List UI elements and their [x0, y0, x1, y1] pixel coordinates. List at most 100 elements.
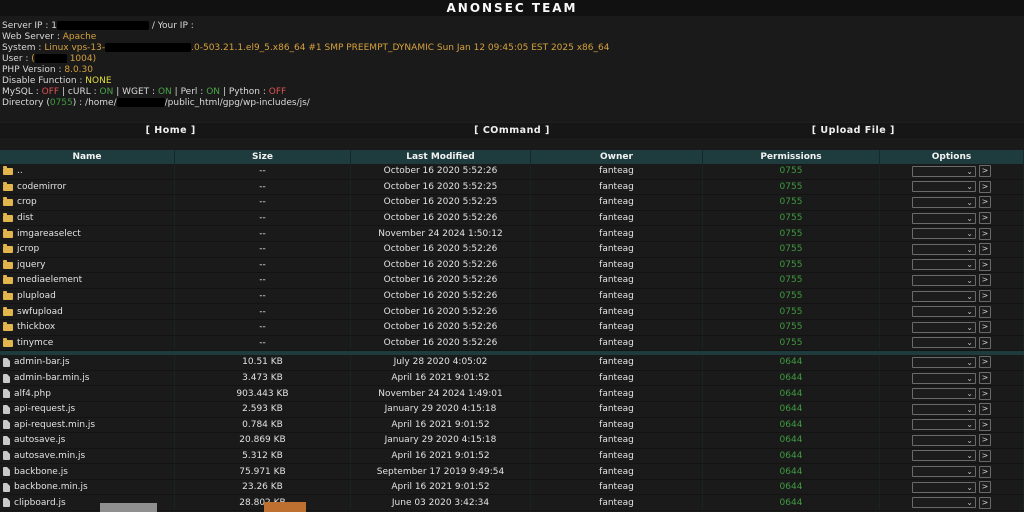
nav-upload-file-link[interactable]: [ Upload File ] [811, 124, 895, 136]
entry-permissions[interactable]: 0644 [703, 370, 880, 386]
name-cell[interactable]: backbone.min.js [0, 479, 175, 495]
options-select[interactable]: ⌄ [912, 165, 976, 177]
options-go-button[interactable]: > [979, 227, 991, 240]
column-header-size[interactable]: Size [175, 150, 351, 164]
name-cell[interactable]: crop [0, 195, 175, 210]
options-go-button[interactable]: > [979, 290, 991, 303]
options-go-button[interactable]: > [979, 449, 991, 462]
entry-permissions[interactable]: 0644 [703, 355, 880, 370]
entry-permissions[interactable]: 0755 [703, 288, 880, 304]
options-select[interactable]: ⌄ [912, 306, 976, 318]
column-header-options[interactable]: Options [880, 150, 1024, 164]
name-cell[interactable]: jcrop [0, 241, 175, 257]
entry-permissions[interactable]: 0644 [703, 464, 880, 479]
entry-permissions[interactable]: 0644 [703, 401, 880, 417]
name-cell[interactable]: mediaelement [0, 273, 175, 288]
options-select[interactable]: ⌄ [912, 497, 976, 509]
name-cell[interactable]: api-request.min.js [0, 417, 175, 433]
entry-name[interactable]: thickbox [17, 322, 56, 333]
entry-name[interactable]: .. [17, 166, 23, 177]
entry-permissions[interactable]: 0644 [703, 386, 880, 401]
nav-home-link[interactable]: [ Home ] [145, 124, 196, 136]
options-go-button[interactable]: > [979, 180, 991, 193]
options-select[interactable]: ⌄ [912, 181, 976, 193]
entry-name[interactable]: tinymce [17, 337, 54, 348]
entry-permissions[interactable]: 0755 [703, 319, 880, 335]
options-go-button[interactable]: > [979, 165, 991, 178]
entry-permissions[interactable]: 0644 [703, 448, 880, 464]
entry-name[interactable]: autosave.min.js [14, 450, 86, 461]
options-select[interactable]: ⌄ [912, 337, 976, 349]
entry-name[interactable]: backbone.js [14, 466, 68, 477]
name-cell[interactable]: imgareaselect [0, 226, 175, 241]
entry-permissions[interactable]: 0644 [703, 479, 880, 495]
entry-permissions[interactable]: 0755 [703, 164, 880, 179]
name-cell[interactable]: clipboard.js [0, 495, 175, 511]
entry-permissions[interactable]: 0644 [703, 417, 880, 433]
name-cell[interactable]: alf4.php [0, 386, 175, 401]
entry-permissions[interactable]: 0644 [703, 495, 880, 511]
options-go-button[interactable]: > [979, 403, 991, 416]
entry-name[interactable]: admin-bar.min.js [14, 373, 90, 384]
options-select[interactable]: ⌄ [912, 321, 976, 333]
name-cell[interactable]: dist [0, 210, 175, 226]
options-select[interactable]: ⌄ [912, 196, 976, 208]
name-cell[interactable]: thickbox [0, 319, 175, 335]
options-select[interactable]: ⌄ [912, 259, 976, 271]
options-select[interactable]: ⌄ [912, 290, 976, 302]
options-select[interactable]: ⌄ [912, 419, 976, 431]
entry-permissions[interactable]: 0755 [703, 195, 880, 210]
options-go-button[interactable]: > [979, 336, 991, 349]
options-select[interactable]: ⌄ [912, 274, 976, 286]
entry-name[interactable]: api-request.min.js [14, 419, 96, 430]
options-go-button[interactable]: > [979, 212, 991, 225]
name-cell[interactable]: plupload [0, 288, 175, 304]
name-cell[interactable]: admin-bar.js [0, 355, 175, 370]
entry-permissions[interactable]: 0755 [703, 257, 880, 273]
entry-name[interactable]: clipboard.js [14, 497, 66, 508]
options-go-button[interactable]: > [979, 496, 991, 509]
name-cell[interactable]: swfupload [0, 304, 175, 319]
name-cell[interactable]: api-request.js [0, 401, 175, 417]
options-select[interactable]: ⌄ [912, 434, 976, 446]
entry-name[interactable]: dist [17, 213, 34, 224]
entry-name[interactable]: jcrop [17, 244, 40, 255]
entry-name[interactable]: swfupload [17, 306, 63, 317]
entry-name[interactable]: autosave.js [14, 435, 66, 446]
entry-name[interactable]: mediaelement [17, 275, 83, 286]
options-go-button[interactable]: > [979, 481, 991, 494]
entry-name[interactable]: api-request.js [14, 404, 76, 415]
entry-permissions[interactable]: 0755 [703, 273, 880, 288]
options-select[interactable]: ⌄ [912, 403, 976, 415]
options-go-button[interactable]: > [979, 196, 991, 209]
options-go-button[interactable]: > [979, 465, 991, 478]
options-go-button[interactable]: > [979, 372, 991, 385]
entry-name[interactable]: jquery [17, 259, 46, 270]
options-select[interactable]: ⌄ [912, 388, 976, 400]
options-go-button[interactable]: > [979, 387, 991, 400]
entry-name[interactable]: backbone.min.js [14, 482, 88, 493]
entry-permissions[interactable]: 0755 [703, 335, 880, 351]
entry-name[interactable]: imgareaselect [17, 228, 81, 239]
options-go-button[interactable]: > [979, 274, 991, 287]
name-cell[interactable]: autosave.js [0, 433, 175, 448]
directory-path-prefix[interactable]: /home/ [85, 98, 117, 108]
name-cell[interactable]: backbone.js [0, 464, 175, 479]
entry-permissions[interactable]: 0644 [703, 433, 880, 448]
entry-permissions[interactable]: 0755 [703, 241, 880, 257]
options-go-button[interactable]: > [979, 418, 991, 431]
entry-name[interactable]: alf4.php [14, 388, 51, 399]
name-cell[interactable]: codemirror [0, 179, 175, 195]
nav-command-link[interactable]: [ COmmand ] [474, 124, 550, 136]
options-select[interactable]: ⌄ [912, 450, 976, 462]
name-cell[interactable]: jquery [0, 257, 175, 273]
entry-name[interactable]: codemirror [17, 181, 67, 192]
options-select[interactable]: ⌄ [912, 481, 976, 493]
entry-permissions[interactable]: 0755 [703, 179, 880, 195]
column-header-name[interactable]: Name [0, 150, 175, 164]
options-go-button[interactable]: > [979, 305, 991, 318]
options-go-button[interactable]: > [979, 321, 991, 334]
options-select[interactable]: ⌄ [912, 466, 976, 478]
column-header-owner[interactable]: Owner [531, 150, 703, 164]
name-cell[interactable]: admin-bar.min.js [0, 370, 175, 386]
